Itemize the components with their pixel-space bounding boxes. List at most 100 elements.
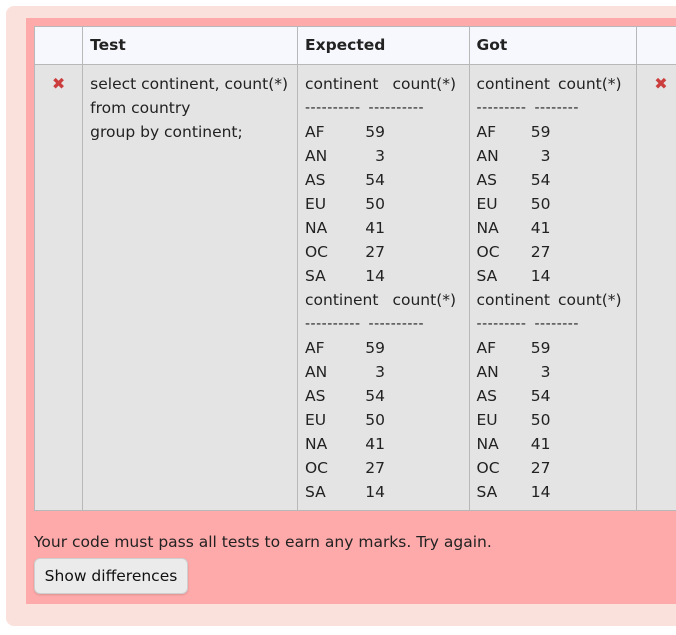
continent-code: AF <box>304 123 325 141</box>
continent-code: SA <box>304 483 326 501</box>
output-separator: --------- -------- <box>477 96 629 120</box>
output-column-header: continent count(*) <box>477 288 629 312</box>
continent-code: AN <box>304 147 328 165</box>
output-row: AN 3 <box>477 144 629 168</box>
separator-dashes: ---------- <box>304 100 361 116</box>
count-value: 3 <box>540 147 551 165</box>
continent-code: AF <box>304 339 325 357</box>
continent-code: NA <box>476 219 499 237</box>
continent-code: AS <box>476 387 497 405</box>
count-value: 54 <box>530 387 551 405</box>
count-value: 27 <box>365 243 385 261</box>
column-name: count(*) <box>558 291 622 309</box>
output-separator: ---------- ---------- <box>305 312 462 336</box>
count-value: 59 <box>365 123 385 141</box>
column-name: count(*) <box>558 75 622 93</box>
result-inner-panel: Test Expected Got ✖ select continent, co… <box>26 18 676 604</box>
continent-code: AS <box>304 387 326 405</box>
continent-code: OC <box>304 243 329 261</box>
table-header-row: Test Expected Got <box>33 26 676 65</box>
output-row: AF 59 <box>477 336 629 360</box>
count-value: 54 <box>365 171 385 189</box>
output-separator: ---------- ---------- <box>305 96 462 120</box>
output-row: SA 14 <box>305 264 462 288</box>
output-row: OC 27 <box>477 240 629 264</box>
continent-code: OC <box>304 459 329 477</box>
status-end-cell: ✖ <box>635 64 676 511</box>
output-row: AS 54 <box>305 168 462 192</box>
count-value: 41 <box>365 219 385 237</box>
output-row: AF 59 <box>305 120 462 144</box>
continent-code: OC <box>476 459 500 477</box>
header-expected: Expected <box>296 26 470 65</box>
output-row: EU 50 <box>477 192 629 216</box>
output-row: OC 27 <box>305 456 462 480</box>
count-value: 50 <box>365 195 385 213</box>
output-row: SA 14 <box>477 480 629 504</box>
continent-code: NA <box>476 435 499 453</box>
show-differences-button[interactable]: Show differences <box>34 558 188 594</box>
separator-dashes: ---------- <box>368 100 425 116</box>
separator-dashes: ---------- <box>304 316 361 332</box>
count-value: 27 <box>530 243 551 261</box>
count-value: 59 <box>365 339 385 357</box>
column-name: continent <box>304 291 379 309</box>
output-row: OC 27 <box>305 240 462 264</box>
count-value: 3 <box>540 363 551 381</box>
output-column-header: continent count(*) <box>477 72 629 96</box>
header-status <box>33 26 84 65</box>
status-cell: ✖ <box>33 64 84 511</box>
continent-code: AS <box>304 171 326 189</box>
continent-code: EU <box>476 195 498 213</box>
separator-dashes: --------- <box>476 316 527 332</box>
continent-code: OC <box>476 243 500 261</box>
expected-output: continent count(*) ---------- ---------- AF 5… <box>298 65 469 510</box>
column-name: count(*) <box>392 75 457 93</box>
separator-dashes: ---------- <box>368 316 425 332</box>
got-cell: continent count(*) --------- -------- AF 59 AN… <box>468 64 637 511</box>
expected-cell: continent count(*) ---------- ---------- AF 5… <box>296 64 470 511</box>
count-value: 14 <box>365 267 385 285</box>
output-row: AN 3 <box>305 144 462 168</box>
count-value: 41 <box>365 435 385 453</box>
count-value: 41 <box>530 219 551 237</box>
output-row: AS 54 <box>305 384 462 408</box>
test-code: select continent, count(*) from country … <box>90 75 289 141</box>
output-row: NA 41 <box>477 216 629 240</box>
header-test: Test <box>82 26 298 65</box>
continent-code: NA <box>304 435 328 453</box>
count-value: 14 <box>530 483 551 501</box>
output-column-header: continent count(*) <box>305 72 462 96</box>
cross-icon: ✖ <box>654 74 668 93</box>
header-status-end <box>635 26 676 65</box>
output-row: NA 41 <box>305 432 462 456</box>
count-value: 41 <box>530 435 551 453</box>
output-row: AN 3 <box>305 360 462 384</box>
continent-code: AF <box>476 123 497 141</box>
count-value: 54 <box>530 171 551 189</box>
count-value: 50 <box>530 411 551 429</box>
continent-code: EU <box>476 411 498 429</box>
output-row: OC 27 <box>477 456 629 480</box>
output-row: AF 59 <box>305 336 462 360</box>
output-row: EU 50 <box>305 408 462 432</box>
output-row: AS 54 <box>477 168 629 192</box>
output-column-header: continent count(*) <box>305 288 462 312</box>
output-row: AN 3 <box>477 360 629 384</box>
output-row: EU 50 <box>477 408 629 432</box>
separator-dashes: -------- <box>534 100 579 116</box>
continent-code: SA <box>476 483 498 501</box>
output-row: SA 14 <box>305 480 462 504</box>
continent-code: NA <box>304 219 328 237</box>
count-value: 14 <box>365 483 385 501</box>
table-row: ✖ select continent, count(*) from countr… <box>33 64 676 511</box>
continent-code: AF <box>476 339 497 357</box>
continent-code: AN <box>476 363 499 381</box>
continent-code: AN <box>476 147 499 165</box>
output-row: NA 41 <box>305 216 462 240</box>
count-value: 3 <box>375 147 385 165</box>
count-value: 27 <box>365 459 385 477</box>
count-value: 50 <box>365 411 385 429</box>
continent-code: SA <box>476 267 498 285</box>
continent-code: EU <box>304 411 327 429</box>
